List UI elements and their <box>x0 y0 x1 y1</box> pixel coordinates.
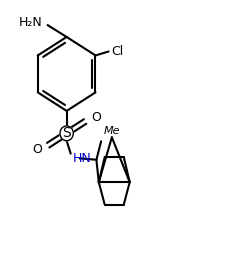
Text: H₂N: H₂N <box>19 16 43 29</box>
Text: HN: HN <box>73 152 91 165</box>
Text: O: O <box>32 143 42 156</box>
Text: S: S <box>62 126 71 140</box>
Text: O: O <box>91 111 101 124</box>
Text: Cl: Cl <box>111 45 123 58</box>
Text: Me: Me <box>104 126 120 136</box>
Circle shape <box>60 126 73 141</box>
